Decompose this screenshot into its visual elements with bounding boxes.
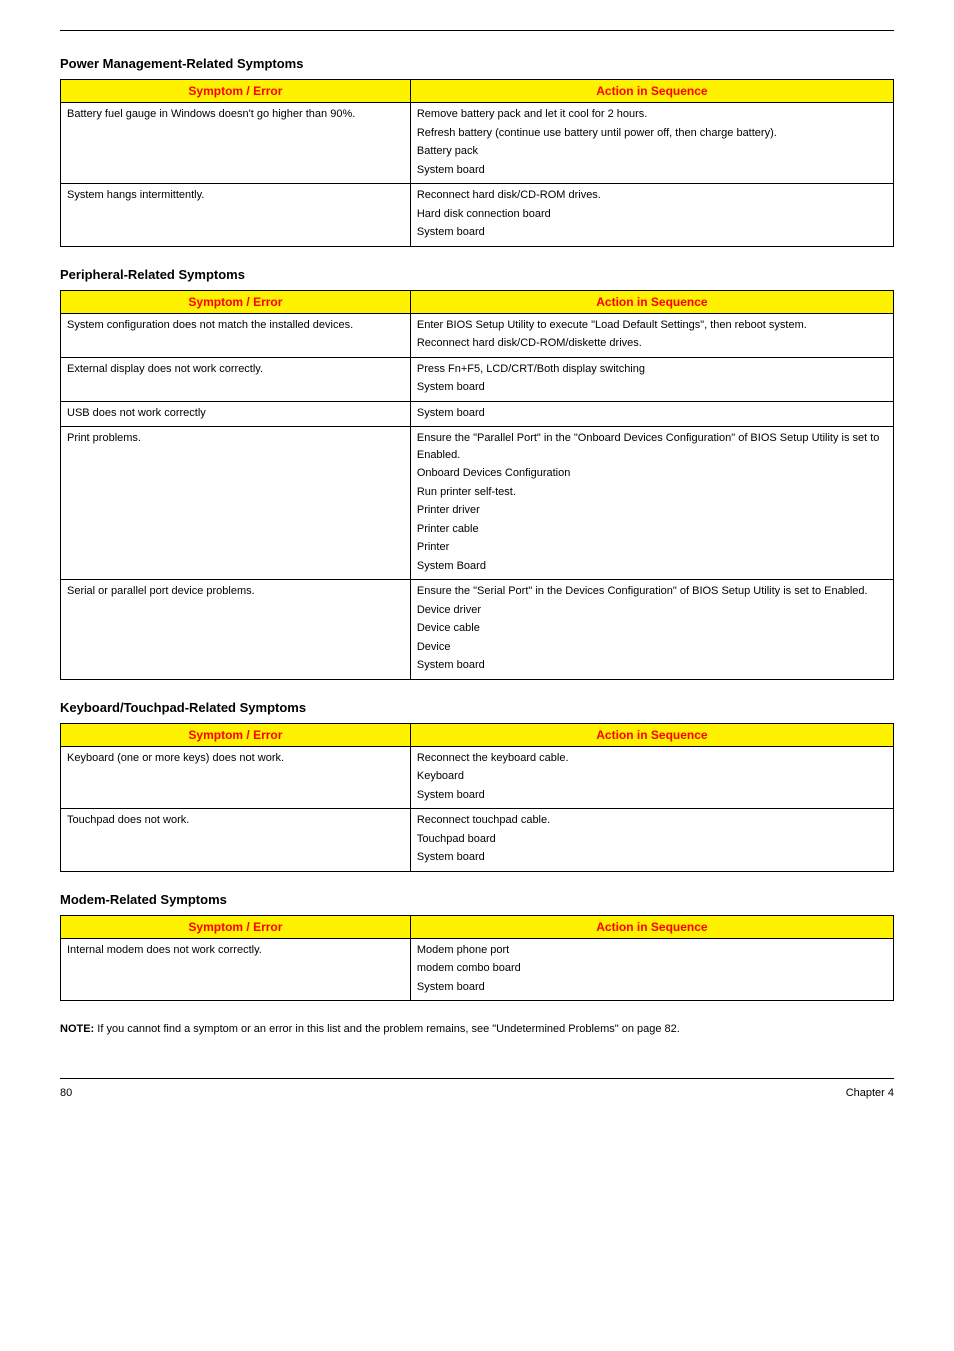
symptom-cell: Battery fuel gauge in Windows doesn't go…	[61, 103, 411, 184]
note-body: If you cannot find a symptom or an error…	[97, 1023, 680, 1035]
action-cell: Ensure the "Parallel Port" in the "Onboa…	[410, 427, 893, 580]
table-row: Print problems. Ensure the "Parallel Por…	[61, 427, 894, 580]
action-line: System board	[417, 405, 887, 422]
section-heading: Power Management-Related Symptoms	[60, 56, 894, 71]
action-cell: Modem phone port modem combo board Syste…	[410, 938, 893, 1001]
col-header-action: Action in Sequence	[410, 80, 893, 103]
table-row: System hangs intermittently. Reconnect h…	[61, 184, 894, 247]
symptom-cell: System hangs intermittently.	[61, 184, 411, 247]
table-header-row: Symptom / Error Action in Sequence	[61, 80, 894, 103]
symptom-table-modem: Symptom / Error Action in Sequence Inter…	[60, 915, 894, 1002]
symptom-cell: Touchpad does not work.	[61, 809, 411, 872]
section-modem: Modem-Related Symptoms Symptom / Error A…	[60, 892, 894, 1002]
action-line: Press Fn+F5, LCD/CRT/Both display switch…	[417, 361, 887, 378]
action-line: System board	[417, 224, 887, 241]
symptom-cell: Print problems.	[61, 427, 411, 580]
action-cell: Reconnect hard disk/CD-ROM drives. Hard …	[410, 184, 893, 247]
action-line: Reconnect the keyboard cable.	[417, 750, 887, 767]
action-line: Run printer self-test.	[417, 484, 887, 501]
action-line: Reconnect touchpad cable.	[417, 812, 887, 829]
col-header-symptom: Symptom / Error	[61, 723, 411, 746]
col-header-symptom: Symptom / Error	[61, 80, 411, 103]
symptom-cell: Serial or parallel port device problems.	[61, 580, 411, 680]
action-line: Enter BIOS Setup Utility to execute "Loa…	[417, 317, 887, 334]
col-header-action: Action in Sequence	[410, 723, 893, 746]
action-line: Onboard Devices Configuration	[417, 465, 887, 482]
action-cell: Press Fn+F5, LCD/CRT/Both display switch…	[410, 357, 893, 401]
symptom-cell: Keyboard (one or more keys) does not wor…	[61, 746, 411, 809]
section-peripheral: Peripheral-Related Symptoms Symptom / Er…	[60, 267, 894, 680]
action-line: Battery pack	[417, 143, 887, 160]
action-line: Touchpad board	[417, 831, 887, 848]
table-row: External display does not work correctly…	[61, 357, 894, 401]
symptom-cell: External display does not work correctly…	[61, 357, 411, 401]
action-line: System board	[417, 849, 887, 866]
action-line: Remove battery pack and let it cool for …	[417, 106, 887, 123]
col-header-action: Action in Sequence	[410, 290, 893, 313]
symptom-cell: System configuration does not match the …	[61, 313, 411, 357]
action-cell: Remove battery pack and let it cool for …	[410, 103, 893, 184]
note-text: NOTE: If you cannot find a symptom or an…	[60, 1021, 894, 1038]
symptom-table-keyboard: Symptom / Error Action in Sequence Keybo…	[60, 723, 894, 872]
symptom-table-power: Symptom / Error Action in Sequence Batte…	[60, 79, 894, 247]
action-line: Hard disk connection board	[417, 206, 887, 223]
action-line: Device cable	[417, 620, 887, 637]
table-row: USB does not work correctly System board	[61, 401, 894, 427]
symptom-cell: Internal modem does not work correctly.	[61, 938, 411, 1001]
top-horizontal-rule	[60, 30, 894, 31]
action-line: System board	[417, 657, 887, 674]
action-cell: Ensure the "Serial Port" in the Devices …	[410, 580, 893, 680]
table-row: Serial or parallel port device problems.…	[61, 580, 894, 680]
symptom-cell: USB does not work correctly	[61, 401, 411, 427]
table-row: Internal modem does not work correctly. …	[61, 938, 894, 1001]
section-keyboard-touchpad: Keyboard/Touchpad-Related Symptoms Sympt…	[60, 700, 894, 872]
action-line: Modem phone port	[417, 942, 887, 959]
action-cell: Enter BIOS Setup Utility to execute "Loa…	[410, 313, 893, 357]
action-line: System board	[417, 787, 887, 804]
bottom-horizontal-rule	[60, 1078, 894, 1079]
action-cell: Reconnect the keyboard cable. Keyboard S…	[410, 746, 893, 809]
table-header-row: Symptom / Error Action in Sequence	[61, 290, 894, 313]
action-line: Keyboard	[417, 768, 887, 785]
action-line: Reconnect hard disk/CD-ROM/diskette driv…	[417, 335, 887, 352]
col-header-action: Action in Sequence	[410, 915, 893, 938]
action-line: Refresh battery (continue use battery un…	[417, 125, 887, 142]
footer-chapter: Chapter 4	[846, 1087, 894, 1099]
section-heading: Modem-Related Symptoms	[60, 892, 894, 907]
action-cell: System board	[410, 401, 893, 427]
col-header-symptom: Symptom / Error	[61, 290, 411, 313]
table-row: Battery fuel gauge in Windows doesn't go…	[61, 103, 894, 184]
action-line: Device driver	[417, 602, 887, 619]
footer-page-number: 80	[60, 1087, 72, 1099]
table-row: System configuration does not match the …	[61, 313, 894, 357]
section-power-management: Power Management-Related Symptoms Sympto…	[60, 56, 894, 247]
action-line: Reconnect hard disk/CD-ROM drives.	[417, 187, 887, 204]
action-line: System board	[417, 979, 887, 996]
page-footer: 80 Chapter 4	[60, 1087, 894, 1099]
table-header-row: Symptom / Error Action in Sequence	[61, 915, 894, 938]
action-line: System board	[417, 379, 887, 396]
action-line: Printer	[417, 539, 887, 556]
section-heading: Peripheral-Related Symptoms	[60, 267, 894, 282]
section-heading: Keyboard/Touchpad-Related Symptoms	[60, 700, 894, 715]
table-row: Touchpad does not work. Reconnect touchp…	[61, 809, 894, 872]
action-line: System board	[417, 162, 887, 179]
action-cell: Reconnect touchpad cable. Touchpad board…	[410, 809, 893, 872]
symptom-table-peripheral: Symptom / Error Action in Sequence Syste…	[60, 290, 894, 680]
action-line: Ensure the "Serial Port" in the Devices …	[417, 583, 887, 600]
action-line: Printer cable	[417, 521, 887, 538]
note-label: NOTE:	[60, 1023, 97, 1035]
action-line: System Board	[417, 558, 887, 575]
action-line: Printer driver	[417, 502, 887, 519]
table-row: Keyboard (one or more keys) does not wor…	[61, 746, 894, 809]
col-header-symptom: Symptom / Error	[61, 915, 411, 938]
action-line: modem combo board	[417, 960, 887, 977]
table-header-row: Symptom / Error Action in Sequence	[61, 723, 894, 746]
action-line: Device	[417, 639, 887, 656]
action-line: Ensure the "Parallel Port" in the "Onboa…	[417, 430, 887, 463]
